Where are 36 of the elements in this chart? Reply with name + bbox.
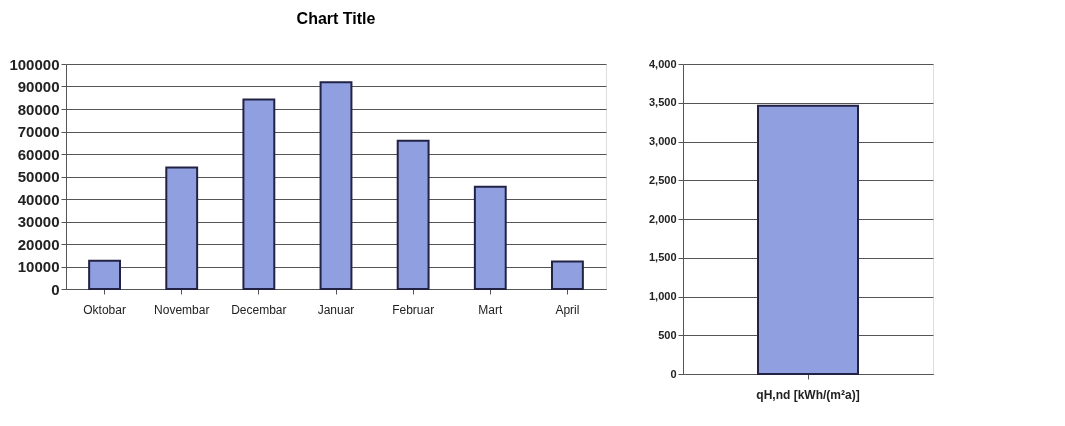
y-tick-label: 500 — [658, 328, 677, 341]
x-tick-label: Novembar — [154, 302, 210, 317]
x-tick-label: Decembar — [231, 302, 287, 317]
y-tick-label: 100000 — [9, 55, 60, 73]
y-tick-label: 30000 — [17, 213, 60, 230]
y-tick-label: 4,000 — [648, 57, 677, 70]
y-tick-label: 3,500 — [648, 96, 677, 109]
bar — [319, 81, 353, 290]
y-tick-label: 2,000 — [648, 212, 677, 225]
y-tick-label: 90000 — [17, 78, 60, 95]
bar — [551, 260, 584, 290]
bar — [242, 98, 276, 290]
x-tick-label: qH,nd [kWh/(m²a)] — [756, 387, 860, 402]
y-tick-label: 2,500 — [648, 173, 677, 186]
y-tick-label: 60000 — [17, 145, 60, 163]
x-tick-label: Februar — [392, 302, 435, 317]
bar — [165, 166, 199, 290]
y-tick-label: 3,000 — [648, 135, 677, 147]
x-tick-label: Mart — [478, 302, 503, 317]
bar — [88, 259, 121, 290]
y-tick-label: 1,000 — [648, 290, 677, 302]
bar — [473, 185, 507, 290]
y-tick-label: 0 — [670, 367, 677, 380]
y-tick-label: 1,500 — [648, 251, 677, 264]
y-tick-label: 10000 — [17, 258, 60, 275]
y-tick-label: 80000 — [17, 100, 60, 118]
x-tick-label: Oktobar — [83, 302, 126, 317]
y-tick-label: 40000 — [17, 190, 60, 208]
y-tick-label: 70000 — [17, 123, 60, 140]
x-tick-label: Januar — [317, 302, 355, 317]
x-tick-label: April — [555, 302, 580, 317]
chart-title: Chart Title — [296, 10, 376, 27]
y-tick-label: 50000 — [17, 168, 60, 185]
y-tick-label: 20000 — [17, 235, 60, 253]
y-tick-label: 0 — [51, 280, 60, 298]
bar — [396, 139, 430, 290]
